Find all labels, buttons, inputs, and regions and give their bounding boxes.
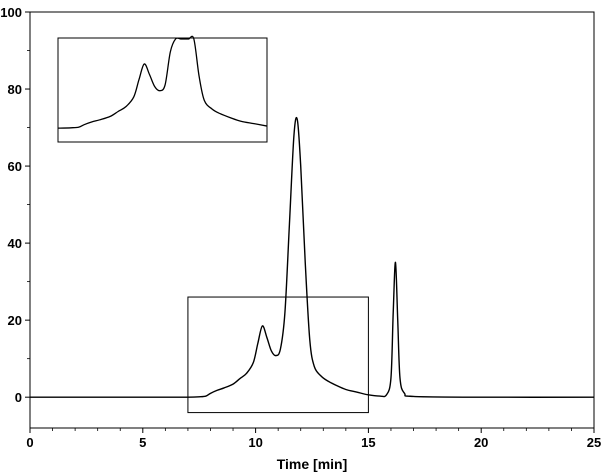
x-tick-label: 25 [587, 435, 601, 450]
y-tick-label: 60 [8, 159, 22, 174]
x-axis-title: Time [min] [277, 456, 348, 472]
y-tick-label: 100 [0, 5, 22, 20]
y-tick-label: 0 [15, 390, 22, 405]
y-axis: 0 20 40 60 80 100 [0, 5, 30, 405]
x-axis: 0 5 10 15 20 25 [26, 428, 601, 450]
zoom-region-rect [187, 296, 369, 414]
x-tick-label: 20 [474, 435, 488, 450]
x-tick-label: 0 [26, 435, 33, 450]
chromatogram-series [30, 116, 595, 398]
y-tick-label: 80 [8, 82, 22, 97]
plot-border [29, 11, 595, 429]
y-tick-label: 40 [8, 236, 22, 251]
y-tick-label: 20 [8, 313, 22, 328]
x-tick-label: 5 [139, 435, 146, 450]
x-tick-label: 10 [248, 435, 262, 450]
zoom-box [187, 296, 369, 414]
inset-zoom-panel [57, 35, 268, 143]
plot-frame [29, 11, 595, 429]
inset-series-line [57, 35, 268, 129]
x-tick-label: 15 [361, 435, 375, 450]
series-line [30, 116, 595, 398]
